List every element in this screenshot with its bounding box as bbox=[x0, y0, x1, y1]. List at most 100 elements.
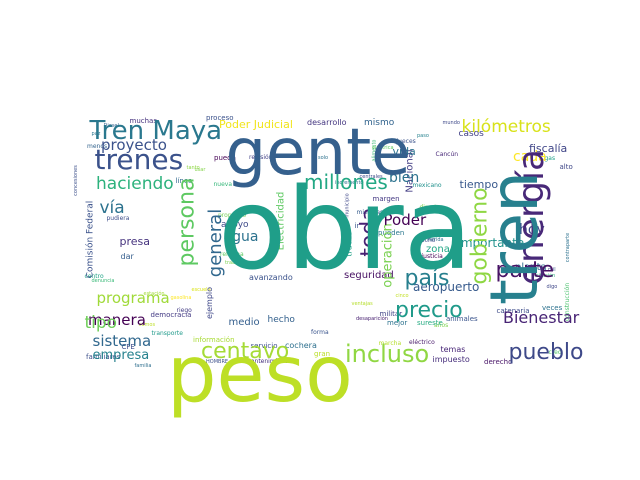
cloud-word: director bbox=[419, 204, 443, 211]
cloud-word: menos bbox=[87, 143, 108, 150]
cloud-word: tanto bbox=[186, 164, 200, 171]
cloud-word: mientras bbox=[356, 209, 384, 216]
cloud-word: cinco bbox=[395, 292, 409, 299]
cloud-word: pueda bbox=[214, 153, 236, 162]
cloud-word: usar bbox=[194, 166, 206, 173]
cloud-word: eléctrico bbox=[409, 339, 435, 346]
cloud-word: vamos bbox=[138, 321, 156, 328]
cloud-word: animales bbox=[446, 314, 478, 323]
cloud-word: años bbox=[434, 322, 449, 329]
cloud-word: Comisión Federal bbox=[85, 200, 96, 278]
cloud-word: licitación bbox=[533, 272, 556, 279]
cloud-word: militar bbox=[379, 309, 403, 318]
cloud-word: apoyo bbox=[221, 219, 249, 230]
cloud-word: nueva bbox=[213, 181, 233, 188]
cloud-word: mejor bbox=[387, 318, 408, 327]
cloud-word: Tren Maya bbox=[89, 116, 223, 146]
cloud-word: centavo bbox=[201, 339, 290, 364]
cloud-word: dar bbox=[120, 252, 134, 261]
cloud-word: revisión bbox=[249, 154, 273, 161]
cloud-word: mil bbox=[548, 266, 556, 273]
cloud-word: solo bbox=[318, 154, 329, 161]
cloud-word: peso bbox=[167, 330, 353, 420]
cloud-word: veces bbox=[542, 303, 563, 312]
cloud-word: catenaria bbox=[496, 306, 530, 315]
cloud-word: zona bbox=[426, 244, 450, 255]
cloud-word: agua bbox=[223, 229, 259, 245]
cloud-word: obra bbox=[218, 165, 473, 295]
cloud-word: trenes bbox=[94, 143, 184, 176]
cloud-word: HOMBRE bbox=[206, 358, 229, 365]
cloud-word: tren bbox=[476, 171, 553, 305]
cloud-word: planta bbox=[515, 262, 547, 273]
cloud-word: gas bbox=[544, 155, 556, 162]
cloud-word: sistema bbox=[92, 331, 152, 350]
cloud-word: importante bbox=[457, 236, 525, 250]
cloud-word: temas bbox=[440, 345, 466, 354]
cloud-word: ejemplo bbox=[205, 286, 215, 320]
cloud-word: jueces bbox=[396, 138, 416, 145]
cloud-word: seguridad bbox=[344, 270, 394, 281]
cloud-word: Bienestar bbox=[503, 308, 580, 327]
cloud-word: casos bbox=[458, 128, 484, 139]
cloud-word: familia bbox=[134, 362, 152, 369]
cloud-word: avanzando bbox=[249, 273, 293, 282]
cloud-word: fiscalía bbox=[529, 141, 568, 155]
cloud-word: información bbox=[193, 335, 235, 344]
cloud-word: reforma bbox=[220, 251, 244, 258]
cloud-word: cochera bbox=[285, 341, 317, 350]
cloud-word: justicia bbox=[421, 253, 443, 260]
cloud-word: gente bbox=[225, 116, 411, 190]
cloud-word: millones bbox=[304, 170, 388, 194]
cloud-word: gasolina bbox=[170, 294, 192, 301]
cloud-word: Poder bbox=[383, 210, 427, 229]
cloud-word: paz bbox=[91, 130, 101, 137]
cloud-word: alto bbox=[559, 162, 573, 171]
cloud-word: vía bbox=[99, 197, 125, 218]
cloud-word: kilómetros bbox=[461, 116, 551, 137]
cloud-word: margen bbox=[372, 194, 400, 203]
cloud-word: servicio bbox=[250, 341, 278, 350]
cloud-word: pueden bbox=[378, 228, 405, 237]
cloud-word: desarrollo bbox=[307, 118, 347, 127]
cloud-word: mantenimiento bbox=[245, 358, 291, 365]
cloud-word: forma bbox=[311, 329, 329, 336]
cloud-word: manera bbox=[88, 310, 146, 329]
cloud-word: ventajas bbox=[351, 300, 373, 307]
cloud-word: impuesto bbox=[432, 355, 470, 364]
cloud-word: aeropuerto bbox=[413, 280, 480, 294]
cloud-word: Diesel bbox=[103, 122, 119, 129]
cloud-word: país bbox=[404, 266, 450, 291]
cloud-word: desaparición bbox=[356, 315, 388, 322]
cloud-word: sureste bbox=[417, 318, 443, 327]
cloud-word: cada bbox=[513, 149, 547, 165]
cloud-word: Mérida bbox=[426, 236, 444, 243]
cloud-word: digo bbox=[546, 283, 558, 290]
cloud-word: presa bbox=[119, 234, 151, 248]
cloud-word: empresa bbox=[92, 347, 150, 363]
cloud-word: mexicano bbox=[412, 182, 442, 189]
cloud-word: hoy bbox=[519, 222, 545, 238]
cloud-word: ocho bbox=[421, 237, 436, 244]
cloud-word: creo bbox=[548, 349, 562, 356]
cloud-word: proceso bbox=[206, 113, 234, 122]
cloud-word: tiempo bbox=[459, 177, 499, 191]
cloud-word: gran bbox=[314, 349, 331, 358]
cloud-word: democracia bbox=[150, 310, 192, 319]
cloud-word: mismo bbox=[364, 117, 395, 128]
cloud-word: proyecto bbox=[101, 135, 167, 154]
cloud-word: muchas bbox=[129, 116, 157, 125]
cloud-word: programa bbox=[96, 288, 170, 307]
cloud-word: precio bbox=[395, 298, 463, 323]
cloud-word: Poder Judicial bbox=[219, 117, 293, 131]
cloud-word: vida bbox=[392, 144, 416, 158]
cloud-word: paso bbox=[417, 132, 429, 139]
cloud-word: trabajo bbox=[225, 259, 243, 266]
cloud-word: ir bbox=[354, 221, 360, 230]
cloud-word: medio bbox=[228, 317, 260, 328]
cloud-word: centro bbox=[84, 273, 104, 280]
cloud-word: hecho bbox=[267, 314, 295, 325]
cloud-word: riego bbox=[176, 307, 192, 314]
cloud-word: eléctrica bbox=[372, 144, 394, 151]
